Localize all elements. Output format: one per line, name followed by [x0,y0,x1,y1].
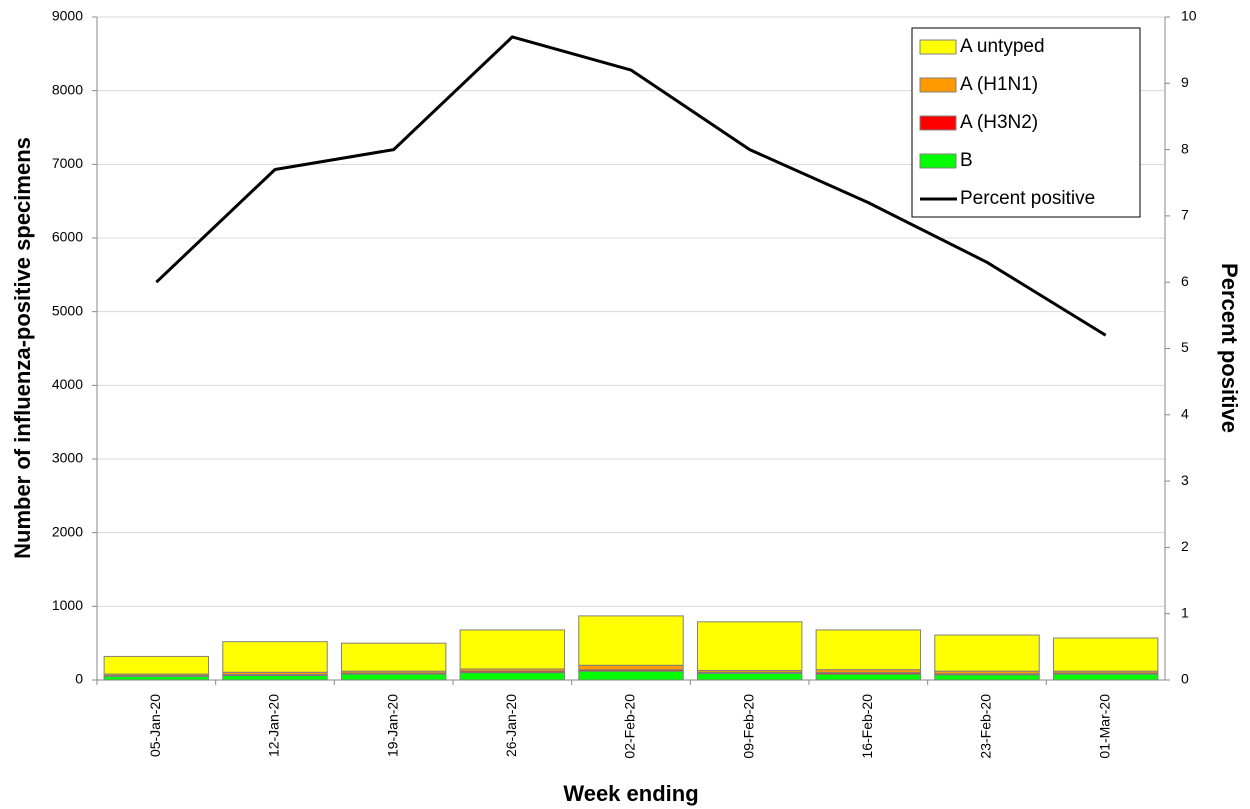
x-tick-label: 19-Jan-20 [384,694,400,757]
y2-tick-label: 3 [1181,472,1189,488]
legend-label: A (H3N2) [960,112,1038,133]
y2-tick-label: 5 [1181,339,1189,355]
y2-tick-label: 9 [1181,74,1189,90]
y-tick-label: 5000 [52,302,83,318]
bar-segment [459,672,566,681]
bar-segment [934,634,1040,672]
y-tick-label: 1000 [52,597,83,613]
bar-segment [103,655,210,675]
x-tick-label: 09-Feb-20 [740,694,756,759]
bar-segment [1052,673,1159,681]
bar-segment [934,674,1040,681]
bar-segment [696,672,803,681]
y-tick-label: 8000 [52,81,83,97]
y-tick-label: 4000 [52,376,83,392]
y2-tick-label: 6 [1181,273,1189,289]
x-tick-label: 23-Feb-20 [978,694,994,759]
y2-tick-label: 10 [1181,8,1197,24]
legend-label: A untyped [960,36,1045,57]
bar-segment [222,675,328,681]
bar-segment [459,629,566,670]
bar-segment [340,673,447,681]
y2-tick-label: 1 [1181,604,1189,620]
bar-segment [815,673,922,681]
bar-segment [222,641,328,673]
y2-tick-label: 0 [1181,671,1189,687]
bar-segment [578,615,684,666]
x-axis-title: Week ending [563,781,698,806]
y-tick-label: 7000 [52,155,83,171]
bar-segment [696,621,803,671]
x-tick-label: 26-Jan-20 [503,694,519,757]
legend-label: Percent positive [960,188,1095,209]
y2-tick-label: 7 [1181,207,1189,223]
bar-segment [815,629,922,671]
x-tick-label: 16-Feb-20 [859,694,875,759]
y-axis-title: Number of influenza-positive specimens [10,137,35,559]
bar-segment [103,675,210,681]
y-tick-label: 6000 [52,229,83,245]
line-series [155,35,1107,337]
legend-swatch [919,153,957,169]
bar-segment [340,642,447,672]
y2-axis-title: Percent positive [1217,263,1242,433]
legend-swatch [919,77,957,93]
y-tick-label: 2000 [52,523,83,539]
legend-label: B [960,150,973,171]
y-tick-label: 3000 [52,450,83,466]
legend-swatch [919,39,957,55]
legend-label: A (H1N1) [960,74,1038,95]
x-tick-label: 12-Jan-20 [266,694,282,757]
legend: A untyped A (H1N1) A (H3N2) B Percent positi… [911,27,1141,218]
y-tick-label: 9000 [52,8,83,24]
bar-segment [1052,637,1159,672]
y2-tick-label: 8 [1181,140,1189,156]
y2-tick-label: 2 [1181,538,1189,554]
x-tick-label: 02-Feb-20 [622,694,638,759]
x-tick-label: 05-Jan-20 [147,694,163,757]
bar-segment [578,664,684,671]
y-tick-label: 0 [75,671,83,687]
y2-tick-label: 4 [1181,406,1189,422]
legend-swatch [919,115,957,131]
bar-segment [578,670,684,681]
x-tick-label: 01-Mar-20 [1096,694,1112,759]
